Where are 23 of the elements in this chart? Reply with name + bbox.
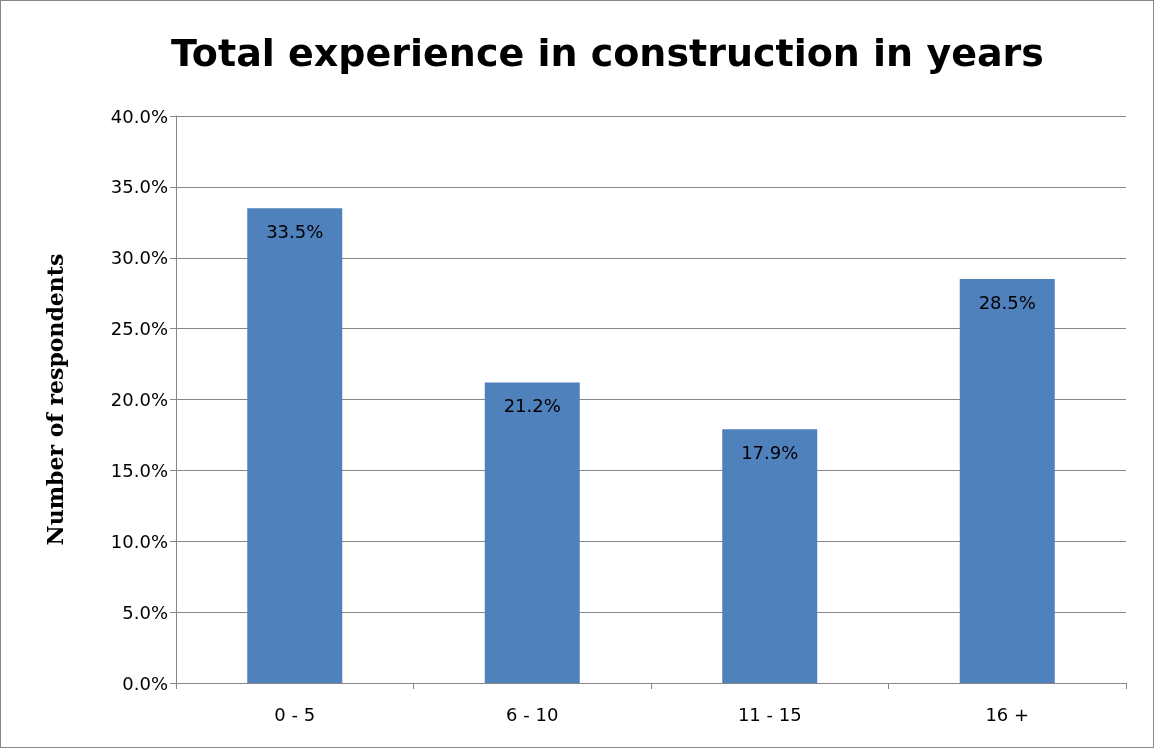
bar (484, 382, 580, 683)
y-tick-label: 10.0% (110, 530, 168, 552)
y-axis-title: Number of respondents (42, 253, 68, 546)
data-label: 33.5% (266, 220, 324, 242)
y-tick-label: 5.0% (122, 601, 168, 623)
x-tick-label: 11 - 15 (737, 703, 802, 725)
y-tick-label: 35.0% (110, 176, 168, 198)
bar (959, 279, 1055, 683)
bar (722, 429, 818, 683)
y-tick-label: 15.0% (110, 459, 168, 481)
bar (247, 208, 343, 683)
y-tick-label: 25.0% (110, 318, 168, 340)
x-tick-label: 6 - 10 (506, 703, 559, 725)
data-label: 21.2% (503, 394, 561, 416)
chart-title: Total experience in construction in years (171, 31, 1044, 75)
y-tick-label: 30.0% (110, 247, 168, 269)
y-tick-label: 40.0% (110, 105, 168, 127)
data-label: 17.9% (741, 441, 799, 463)
data-label: 28.5% (978, 291, 1036, 313)
y-tick-label: 20.0% (110, 389, 168, 410)
y-tick-label: 0.0% (122, 672, 168, 694)
x-tick-label: 0 - 5 (274, 703, 316, 725)
x-tick-label: 16 + (985, 703, 1030, 725)
